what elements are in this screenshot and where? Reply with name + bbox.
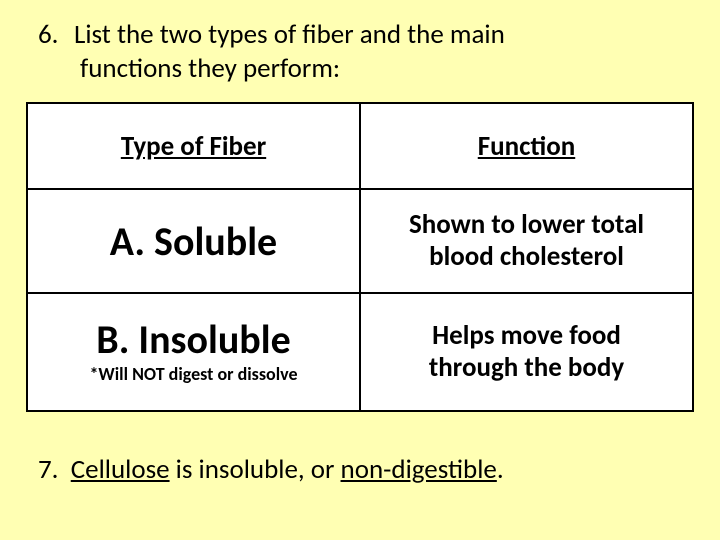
q7-mid: is insoluble, or bbox=[170, 453, 341, 486]
question-6: 6.List the two types of fiber and the ma… bbox=[38, 18, 682, 86]
q7-nondigestible: non-digestible bbox=[341, 453, 497, 486]
func-a-l1: Shown to lower total bbox=[409, 208, 644, 241]
func-a-l2: blood cholesterol bbox=[429, 240, 624, 273]
q7-cellulose: Cellulose bbox=[71, 453, 170, 486]
question-7: 7. Cellulose is insoluble, or non-digest… bbox=[38, 452, 682, 487]
table-row: B. Insoluble *Will NOT digest or dissolv… bbox=[27, 293, 693, 411]
cell-func-b: Helps move food through the body bbox=[360, 293, 693, 411]
q7-end: . bbox=[497, 453, 504, 486]
table-header-row: Type of Fiber Function bbox=[27, 103, 693, 189]
q7-number: 7. bbox=[38, 453, 59, 486]
header-function: Function bbox=[360, 103, 693, 189]
func-b: Helps move food through the body bbox=[361, 320, 692, 385]
q6-line1: List the two types of fiber and the main bbox=[74, 18, 505, 51]
type-a-label: A. Soluble bbox=[28, 217, 359, 266]
cell-func-a: Shown to lower total blood cholesterol bbox=[360, 189, 693, 293]
q6-line2: functions they perform: bbox=[38, 52, 682, 86]
header-type: Type of Fiber bbox=[27, 103, 360, 189]
type-b-label: B. Insoluble bbox=[96, 319, 290, 361]
fiber-table: Type of Fiber Function A. Soluble Shown … bbox=[26, 102, 694, 412]
type-b-note: *Will NOT digest or dissolve bbox=[89, 363, 297, 385]
func-b-l1: Helps move food bbox=[432, 319, 621, 352]
table-row: A. Soluble Shown to lower total blood ch… bbox=[27, 189, 693, 293]
cell-type-a: A. Soluble bbox=[27, 189, 360, 293]
cell-type-b: B. Insoluble *Will NOT digest or dissolv… bbox=[27, 293, 360, 411]
q6-number: 6. bbox=[38, 18, 74, 52]
func-a: Shown to lower total blood cholesterol bbox=[361, 209, 692, 274]
func-b-l2: through the body bbox=[429, 351, 624, 384]
